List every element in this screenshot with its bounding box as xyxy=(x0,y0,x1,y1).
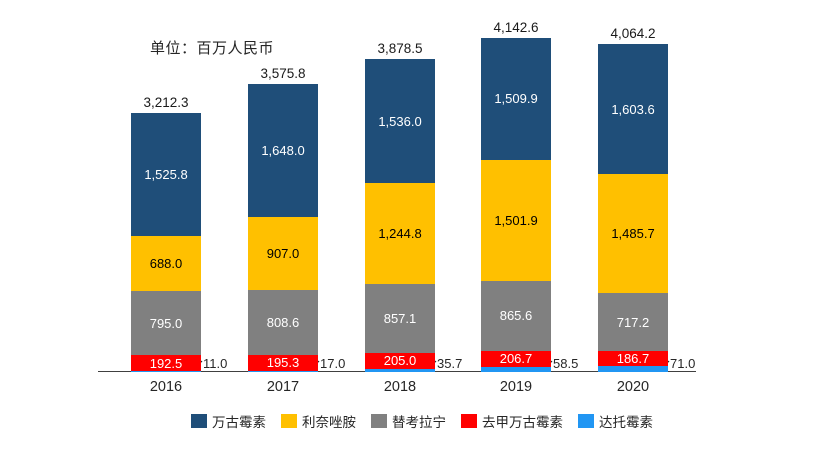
segment-value-label-vancomycin-2017: 1,648.0 xyxy=(261,142,305,158)
segment-value-label-linezolid-2018: 1,244.8 xyxy=(378,225,422,241)
bar-segment-teicoplanin-2019: 865.6 xyxy=(481,280,551,351)
outside-value-label-daptomycin-2018: 35.7 xyxy=(437,356,463,371)
x-axis-tick-label-2020: 2020 xyxy=(616,379,650,395)
unit-label: 单位：百万人民币 xyxy=(150,40,275,57)
outside-value-label-daptomycin-2020: 71.0 xyxy=(670,356,696,371)
legend-swatch-vancomycin xyxy=(191,414,207,428)
segment-value-label-teicoplanin-2020: 717.2 xyxy=(616,314,650,330)
x-axis-tick-label-2016: 2016 xyxy=(149,379,183,395)
bar-segment-daptomycin-2018 xyxy=(365,369,435,372)
segment-value-label-norvancomycin-2019: 206.7 xyxy=(499,351,533,367)
bar-segment-linezolid-2016: 688.0 xyxy=(131,235,201,292)
bar-segment-teicoplanin-2017: 808.6 xyxy=(248,289,318,355)
segment-value-label-teicoplanin-2019: 865.6 xyxy=(499,308,533,324)
legend-label-vancomycin: 万古霉素 xyxy=(212,415,266,430)
legend-swatch-teicoplanin xyxy=(371,414,387,428)
bar-segment-vancomycin-2016: 1,525.8 xyxy=(131,112,201,236)
total-label-2020: 4,064.2 xyxy=(610,26,656,42)
bar-segment-norvancomycin-2018: 205.0 xyxy=(365,352,435,370)
bar-segment-teicoplanin-2016: 795.0 xyxy=(131,291,201,356)
legend-swatch-norvancomycin xyxy=(461,414,477,428)
bar-segment-vancomycin-2020: 1,603.6 xyxy=(598,44,668,174)
legend-item-daptomycin: 达托霉素 xyxy=(578,411,653,431)
bar-segment-norvancomycin-2019: 206.7 xyxy=(481,350,551,368)
bar-segment-vancomycin-2019: 1,509.9 xyxy=(481,38,551,160)
segment-value-label-vancomycin-2018: 1,536.0 xyxy=(378,113,422,129)
bar-segment-daptomycin-2016 xyxy=(131,371,201,372)
segment-value-label-vancomycin-2016: 1,525.8 xyxy=(144,166,188,182)
segment-value-label-linezolid-2016: 688.0 xyxy=(149,256,183,272)
segment-value-label-linezolid-2020: 1,485.7 xyxy=(611,226,655,242)
bar-segment-vancomycin-2018: 1,536.0 xyxy=(365,59,435,184)
x-axis-tick-label-2017: 2017 xyxy=(266,379,300,395)
legend-label-daptomycin: 达托霉素 xyxy=(599,415,653,430)
bar-segment-daptomycin-2017 xyxy=(248,370,318,372)
bar-segment-teicoplanin-2020: 717.2 xyxy=(598,293,668,352)
segment-value-label-norvancomycin-2016: 192.5 xyxy=(149,355,183,371)
segment-value-label-vancomycin-2020: 1,603.6 xyxy=(611,101,655,117)
legend: 万古霉素 利奈唑胺 替考拉宁 去甲万古霉素 达托霉素 xyxy=(0,411,828,431)
legend-label-teicoplanin: 替考拉宁 xyxy=(392,415,446,430)
total-label-2018: 3,878.5 xyxy=(377,41,423,57)
bar-segment-teicoplanin-2018: 857.1 xyxy=(365,283,435,353)
segment-value-label-teicoplanin-2016: 795.0 xyxy=(149,315,183,331)
legend-item-teicoplanin: 替考拉宁 xyxy=(371,411,446,431)
segment-value-label-norvancomycin-2018: 205.0 xyxy=(383,353,417,369)
outside-value-label-daptomycin-2016: 11.0 xyxy=(203,356,228,371)
bar-segment-daptomycin-2020 xyxy=(598,366,668,372)
outside-value-label-daptomycin-2017: 17.0 xyxy=(320,356,346,371)
total-label-2017: 3,575.8 xyxy=(260,65,306,81)
segment-value-label-norvancomycin-2020: 186.7 xyxy=(616,351,650,367)
bar-segment-linezolid-2017: 907.0 xyxy=(248,216,318,290)
legend-item-linezolid: 利奈唑胺 xyxy=(281,411,356,431)
segment-value-label-teicoplanin-2017: 808.6 xyxy=(266,314,300,330)
total-label-2016: 3,212.3 xyxy=(143,94,189,110)
bar-segment-norvancomycin-2020: 186.7 xyxy=(598,351,668,367)
bar-segment-linezolid-2020: 1,485.7 xyxy=(598,173,668,294)
segment-value-label-vancomycin-2019: 1,509.9 xyxy=(494,91,538,107)
segment-value-label-linezolid-2019: 1,501.9 xyxy=(494,212,538,228)
bar-segment-linezolid-2019: 1,501.9 xyxy=(481,159,551,281)
legend-swatch-daptomycin xyxy=(578,414,594,428)
legend-label-linezolid: 利奈唑胺 xyxy=(302,415,356,430)
bar-segment-vancomycin-2017: 1,648.0 xyxy=(248,83,318,217)
legend-label-norvancomycin: 去甲万古霉素 xyxy=(482,415,563,430)
legend-item-norvancomycin: 去甲万古霉素 xyxy=(461,411,563,431)
legend-swatch-linezolid xyxy=(281,414,297,428)
total-label-2019: 4,142.6 xyxy=(493,20,539,36)
segment-value-label-linezolid-2017: 907.0 xyxy=(266,245,300,261)
bar-segment-norvancomycin-2017: 195.3 xyxy=(248,354,318,371)
x-axis-tick-label-2018: 2018 xyxy=(383,379,417,395)
segment-value-label-norvancomycin-2017: 195.3 xyxy=(266,355,300,371)
outside-value-label-daptomycin-2019: 58.5 xyxy=(553,356,579,371)
segment-value-label-teicoplanin-2018: 857.1 xyxy=(383,310,417,326)
bar-segment-daptomycin-2019 xyxy=(481,367,551,372)
x-axis-tick-label-2019: 2019 xyxy=(499,379,533,395)
bar-segment-norvancomycin-2016: 192.5 xyxy=(131,355,201,371)
bar-segment-linezolid-2018: 1,244.8 xyxy=(365,183,435,284)
legend-item-vancomycin: 万古霉素 xyxy=(191,411,266,431)
